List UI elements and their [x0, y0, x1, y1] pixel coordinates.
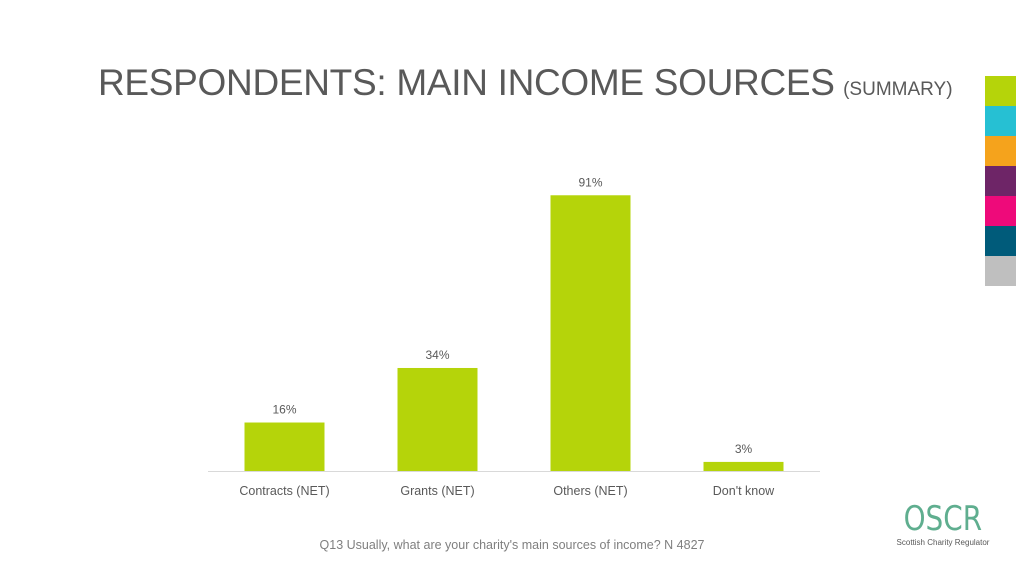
data-label: 34%	[425, 348, 449, 362]
data-label: 91%	[578, 175, 602, 189]
logo-wordmark: OSCR	[903, 499, 983, 539]
logo-tagline: Scottish Charity Regulator	[896, 538, 990, 547]
color-swatch	[985, 256, 1016, 286]
oscr-logo: OSCR Scottish Charity Regulator	[893, 502, 993, 547]
data-label: 16%	[272, 403, 296, 417]
color-swatch	[985, 106, 1016, 136]
color-swatch	[985, 76, 1016, 106]
bar	[703, 461, 784, 471]
color-swatch	[985, 196, 1016, 226]
title-subtitle: (SUMMARY)	[843, 79, 953, 100]
category-label: Don't know	[713, 484, 775, 498]
title-main: RESPONDENTS: MAIN INCOME SOURCES	[98, 62, 835, 103]
color-swatch	[985, 226, 1016, 256]
bar	[244, 422, 325, 471]
survey-footnote: Q13 Usually, what are your charity's mai…	[319, 538, 705, 552]
category-label: Grants (NET)	[400, 484, 474, 498]
bar	[397, 367, 478, 471]
category-label: Contracts (NET)	[239, 484, 329, 498]
bar	[550, 195, 631, 471]
page-title: RESPONDENTS: MAIN INCOME SOURCES (SUMMAR…	[98, 62, 953, 104]
color-swatch-strip	[985, 76, 1016, 286]
color-swatch	[985, 136, 1016, 166]
color-swatch	[985, 166, 1016, 196]
category-label: Others (NET)	[553, 484, 627, 498]
data-label: 3%	[735, 442, 753, 456]
